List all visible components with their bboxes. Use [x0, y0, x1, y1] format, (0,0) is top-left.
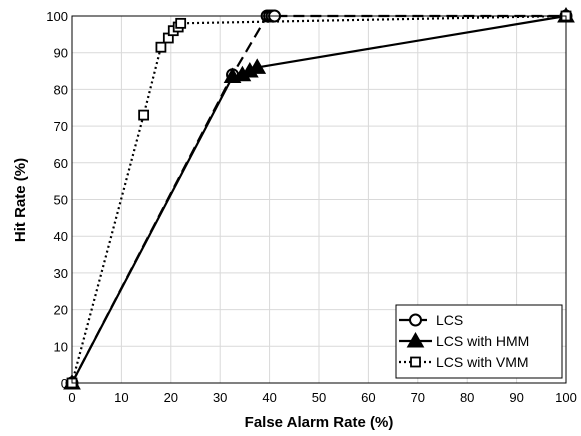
x-tick-label: 100 [555, 390, 577, 405]
x-tick-label: 60 [361, 390, 375, 405]
y-tick-labels: 0 10 20 30 40 50 60 70 80 90 100 [46, 9, 68, 391]
y-axis-label: Hit Rate (%) [12, 158, 29, 242]
y-tick-label: 20 [54, 303, 68, 318]
x-tick-label: 30 [213, 390, 227, 405]
x-tick-labels: 0 10 20 30 40 50 60 70 80 90 100 [68, 390, 576, 405]
y-tick-label: 100 [46, 9, 68, 24]
x-axis-label: False Alarm Rate (%) [245, 414, 394, 431]
x-tick-label: 50 [312, 390, 326, 405]
x-tick-label: 0 [68, 390, 75, 405]
y-tick-label: 0 [61, 376, 68, 391]
x-tick-label: 70 [411, 390, 425, 405]
legend-label: LCS [436, 312, 463, 328]
y-tick-label: 30 [54, 266, 68, 281]
y-tick-label: 60 [54, 156, 68, 171]
x-tick-label: 90 [509, 390, 523, 405]
y-tick-label: 80 [54, 82, 68, 97]
marker-circle [409, 313, 422, 327]
x-tick-label: 40 [262, 390, 276, 405]
marker-square [155, 41, 167, 53]
marker-square [138, 109, 150, 121]
x-tick-label: 80 [460, 390, 474, 405]
marker-triangle [406, 331, 425, 348]
y-tick-label: 10 [54, 339, 68, 354]
y-tick-label: 90 [54, 46, 68, 61]
plot-border [71, 15, 567, 384]
marker-triangle [248, 58, 267, 74]
x-tick-label: 20 [164, 390, 178, 405]
legend-label: LCS with VMM [436, 354, 529, 370]
y-tick-label: 50 [54, 193, 68, 208]
legend-label: LCS with HMM [436, 333, 529, 349]
legend: LCS LCS with HMM LCS with VMM [395, 304, 563, 379]
marker-square [410, 356, 421, 368]
x-tick-label: 10 [114, 390, 128, 405]
y-tick-label: 70 [54, 119, 68, 134]
y-tick-label: 40 [54, 229, 68, 244]
marker-square [175, 17, 187, 29]
